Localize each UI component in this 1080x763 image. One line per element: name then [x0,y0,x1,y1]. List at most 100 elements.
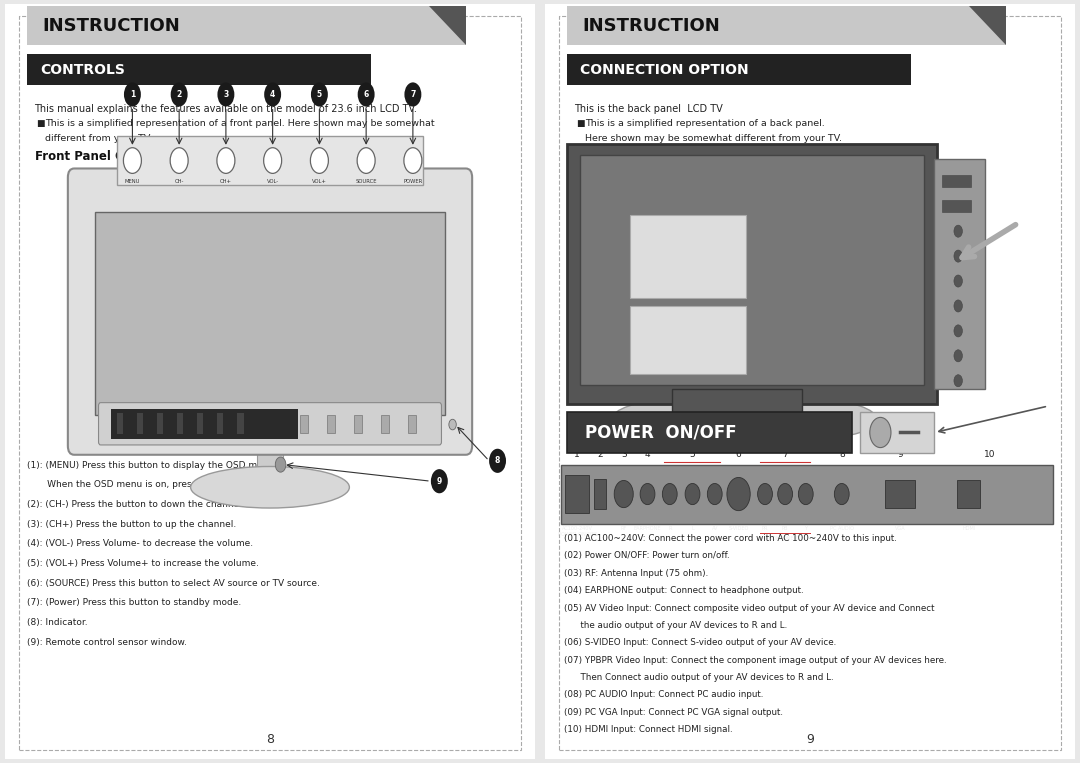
Text: POWER  ON/OFF: POWER ON/OFF [585,423,737,442]
Text: MENU: MENU [124,179,140,184]
Circle shape [954,250,962,262]
Bar [565,475,590,513]
Bar [630,215,746,298]
Text: CONNECTION OPTION: CONNECTION OPTION [580,63,748,76]
Bar [580,155,923,385]
Circle shape [171,82,188,107]
Text: PC AUDIO: PC AUDIO [829,526,854,531]
Circle shape [264,148,282,173]
Text: Here shown may be somewhat different from your TV.: Here shown may be somewhat different fro… [585,134,842,143]
Bar [95,211,445,416]
Text: EARPHONE: EARPHONE [634,526,661,531]
Circle shape [357,82,375,107]
Text: 1: 1 [130,90,135,99]
Text: 9: 9 [897,450,903,459]
Text: (6): (SOURCE) Press this button to select AV source or TV source.: (6): (SOURCE) Press this button to selec… [27,578,320,588]
Bar [197,414,203,434]
Bar [117,414,123,434]
Circle shape [954,375,962,387]
Text: (7): (Power) Press this button to standby mode.: (7): (Power) Press this button to standb… [27,598,241,607]
Text: When the OSD menu is on, press this button to exit the menu.: When the OSD menu is on, press this butt… [27,481,329,489]
Text: VGA: VGA [894,526,905,531]
Bar [299,415,308,433]
Bar [238,414,244,434]
Text: 1: 1 [575,450,580,459]
Bar [408,415,417,433]
Bar [567,412,852,453]
Text: S-VIDEO: S-VIDEO [728,526,748,531]
Circle shape [489,449,507,473]
Circle shape [954,349,962,362]
Text: 8: 8 [495,456,500,465]
Text: This is a simplified representation of a front panel. Here shown may be somewhat: This is a simplified representation of a… [45,119,435,128]
Circle shape [431,469,448,494]
Text: POWER: POWER [403,179,422,184]
Circle shape [357,148,375,173]
Text: (2): (CH-) Press the button to down the channel.: (2): (CH-) Press the button to down the … [27,500,244,509]
Text: SOURCE: SOURCE [355,179,377,184]
Text: Y: Y [805,526,807,531]
Bar [562,465,1053,523]
Circle shape [615,481,633,507]
Bar [117,136,423,185]
Text: 4: 4 [270,90,275,99]
Text: ■: ■ [576,119,584,128]
Text: 4: 4 [645,450,650,459]
Bar [257,442,283,480]
Circle shape [124,82,140,107]
Text: (3): (CH+) Press the button to up the channel.: (3): (CH+) Press the button to up the ch… [27,520,235,529]
Text: 7: 7 [782,450,788,459]
Bar [861,412,934,453]
Text: This manual explains the features available on the model of 23.6 inch LCD TV.: This manual explains the features availa… [35,104,417,114]
Bar [27,54,370,85]
Circle shape [707,484,723,504]
Text: Back Connection Panel: Back Connection Panel [575,150,726,163]
Text: This is the back panel  LCD TV: This is the back panel LCD TV [575,104,724,114]
Text: 8: 8 [266,732,274,745]
Text: the audio output of your AV devices to R and L.: the audio output of your AV devices to R… [564,621,787,630]
Circle shape [798,484,813,504]
Circle shape [954,275,962,287]
Text: (09) PC VGA Input: Connect PC VGA signal output.: (09) PC VGA Input: Connect PC VGA signal… [564,708,783,716]
Circle shape [640,484,654,504]
Circle shape [685,484,700,504]
Text: PB: PB [782,526,788,531]
Bar [177,414,184,434]
Circle shape [954,325,962,337]
Bar [886,481,915,507]
Bar [111,409,297,439]
Text: (08) PC AUDIO Input: Connect PC audio input.: (08) PC AUDIO Input: Connect PC audio in… [564,691,764,700]
Circle shape [310,148,328,173]
Text: VOL-: VOL- [267,179,279,184]
Text: (5): (VOL+) Press Volume+ to increase the volume.: (5): (VOL+) Press Volume+ to increase th… [27,559,258,568]
Bar [567,54,910,85]
FancyBboxPatch shape [98,403,442,445]
Text: ■: ■ [36,119,44,128]
Text: (07) YPBPR Video Input: Connect the component image output of your AV devices he: (07) YPBPR Video Input: Connect the comp… [564,655,946,665]
Bar [137,414,143,434]
Ellipse shape [191,466,350,508]
Circle shape [662,484,677,504]
Text: COMPONENT: COMPONENT [770,536,800,541]
Text: CH+: CH+ [220,179,232,184]
Text: 7: 7 [410,90,416,99]
Text: R: R [669,526,672,531]
Text: 2: 2 [176,90,181,99]
Circle shape [404,82,421,107]
Bar [354,415,362,433]
Bar [567,143,937,404]
Bar [942,175,971,188]
Bar [673,389,802,420]
Circle shape [217,148,234,173]
Circle shape [404,148,422,173]
Text: (1): (MENU) Press this button to display the OSD menu.: (1): (MENU) Press this button to display… [27,461,276,470]
Bar [630,306,746,374]
Text: RF: RF [621,526,626,531]
Text: L: L [691,526,693,531]
Bar [567,6,1005,45]
Text: (8): Indicator.: (8): Indicator. [27,618,87,627]
Text: 9: 9 [806,732,814,745]
Ellipse shape [760,401,877,438]
Circle shape [778,484,793,504]
Text: Then Connect audio output of your AV devices to R and L.: Then Connect audio output of your AV dev… [564,673,834,682]
